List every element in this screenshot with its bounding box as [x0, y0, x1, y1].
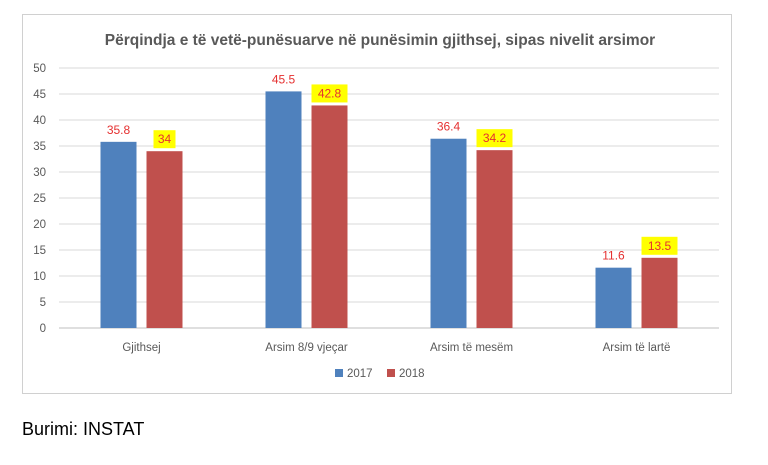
legend-swatch-2017: [335, 369, 343, 377]
y-tick-label: 15: [33, 245, 46, 257]
bar-2017: [100, 141, 137, 328]
x-tick-label: Gjithsej: [122, 342, 160, 354]
legend-label: 2017: [347, 368, 373, 380]
bar-2018: [146, 151, 183, 328]
y-tick-label: 40: [33, 115, 46, 127]
legend-swatch-2018: [387, 369, 395, 377]
data-label-highlight: [311, 84, 348, 103]
data-label: 36.4: [437, 120, 461, 134]
data-label: 11.6: [602, 249, 625, 263]
y-tick-label: 5: [40, 297, 46, 309]
x-tick-label: Arsim të lartë: [603, 342, 671, 354]
y-tick-label: 30: [33, 167, 46, 179]
bar-2017: [265, 91, 302, 329]
y-tick-label: 45: [33, 89, 46, 101]
y-tick-label: 10: [33, 271, 46, 283]
data-label: 34: [158, 132, 172, 146]
chart-title: Përqindja e të vetë-punësuarve në punësi…: [105, 32, 655, 49]
y-tick-label: 35: [33, 141, 46, 153]
bar-2017: [430, 138, 467, 328]
bar-2018: [476, 150, 513, 328]
data-label: 45.5: [272, 72, 296, 86]
data-label: 13.5: [648, 239, 672, 253]
bar-2018: [641, 257, 678, 328]
y-tick-label: 50: [33, 63, 46, 75]
data-label: 35.8: [107, 123, 131, 137]
bar-chart: Përqindja e të vetë-punësuarve në punësi…: [33, 32, 719, 380]
source-note: Burimi: INSTAT: [22, 419, 145, 439]
chart-frame: Përqindja e të vetë-punësuarve në punësi…: [22, 14, 732, 394]
y-tick-label: 25: [33, 193, 46, 205]
bar-2017: [595, 267, 632, 328]
y-tick-label: 0: [40, 323, 46, 335]
y-tick-label: 20: [33, 219, 46, 231]
x-tick-label: Arsim të mesëm: [430, 342, 513, 354]
data-label-highlight: [641, 236, 678, 255]
data-label: 34.2: [483, 131, 507, 145]
bar-2018: [311, 105, 348, 328]
data-label: 42.8: [318, 86, 342, 100]
x-tick-label: Arsim 8/9 vjeçar: [265, 342, 348, 354]
legend-label: 2018: [399, 368, 425, 380]
data-label-highlight: [153, 130, 176, 149]
data-label-highlight: [476, 129, 513, 148]
